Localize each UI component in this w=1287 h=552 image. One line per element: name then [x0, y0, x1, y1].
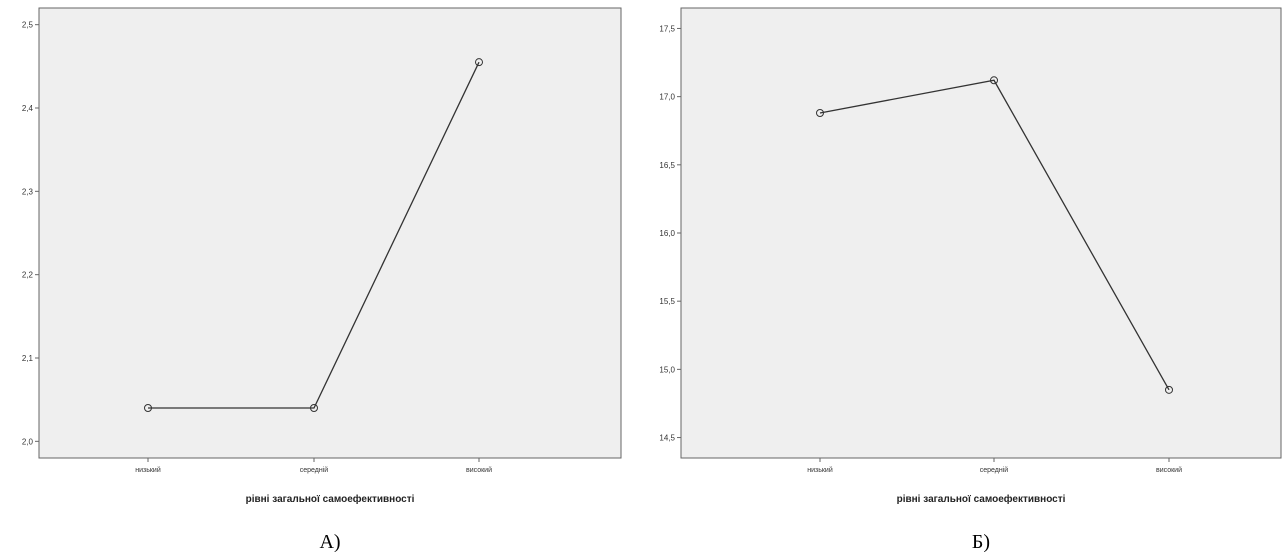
y-tick-label-b-6: 17,5 [659, 24, 675, 33]
data-point-a-0 [144, 404, 152, 412]
y-tick-label-a-0: 2,0 [22, 437, 34, 446]
y-tick-label-a-5: 2,5 [22, 21, 34, 30]
y-tick-label-a-3: 2,3 [22, 187, 34, 196]
chart-a: рівні загальної самоефективності А) 2,0 2… [22, 7, 622, 552]
plot-area-a [38, 7, 622, 459]
data-point-a-2 [475, 58, 483, 67]
plot-area-b [680, 7, 1282, 459]
x-axis-label-b: рівні загальної самоефективності [897, 493, 1066, 505]
x-tick-label-a-2: високий [466, 466, 492, 474]
data-point-b-1 [990, 76, 998, 85]
y-tick-label-b-5: 17,0 [659, 93, 675, 102]
x-tick-label-b-0: низький [807, 466, 833, 474]
y-tick-label-b-4: 16,5 [659, 161, 675, 170]
y-tick-label-b-3: 16,0 [659, 229, 675, 238]
y-tick-label-b-1: 15,0 [659, 365, 675, 374]
x-tick-label-a-1: середній [300, 466, 329, 474]
caption-b: Б) [972, 531, 990, 552]
x-tick-label-b-1: середній [980, 466, 1009, 474]
x-tick-label-a-0: низький [135, 466, 161, 474]
data-point-b-0 [816, 109, 824, 117]
y-tick-label-b-0: 14,5 [659, 434, 675, 443]
y-tick-label-a-4: 2,4 [22, 104, 34, 113]
y-tick-label-a-1: 2,1 [22, 354, 34, 363]
series-line-b [819, 79, 1170, 391]
data-point-a-1 [310, 404, 318, 412]
series-line-a [148, 61, 480, 409]
y-tick-label-b-2: 15,5 [659, 297, 675, 306]
data-point-b-2 [1165, 385, 1173, 394]
chart-b: рівні загальної самоефективності Б) 14,5… [659, 7, 1282, 552]
caption-a: А) [319, 531, 340, 552]
x-axis-label-a: рівні загальної самоефективності [246, 493, 415, 505]
x-tick-label-b-2: високий [1156, 466, 1182, 474]
y-tick-label-a-2: 2,2 [22, 271, 34, 280]
